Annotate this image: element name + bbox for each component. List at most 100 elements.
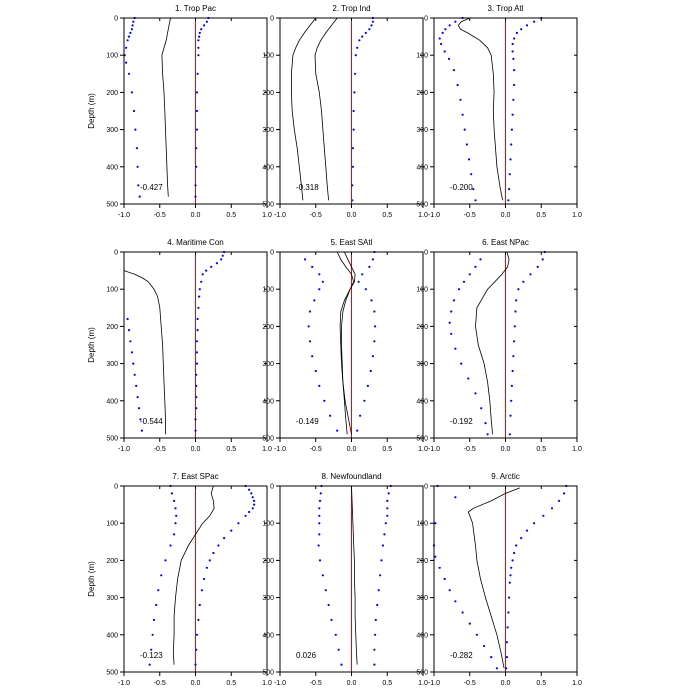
data-point [195, 128, 198, 131]
x-tick-label: 0.0 [347, 680, 357, 687]
data-point [132, 20, 135, 23]
data-point [324, 589, 327, 592]
data-point [513, 83, 516, 87]
data-point [336, 429, 339, 432]
data-point [223, 537, 226, 540]
data-point [321, 280, 324, 283]
data-point [452, 299, 456, 302]
data-point [195, 109, 198, 113]
data-point [318, 522, 321, 525]
data-point [152, 618, 156, 622]
data-point [352, 109, 355, 113]
series-points-2 [194, 250, 226, 432]
data-point [135, 147, 138, 150]
data-point [563, 492, 566, 495]
x-tick-label: 0.5 [382, 680, 392, 687]
data-point [480, 407, 483, 410]
data-point [196, 72, 199, 75]
data-point [133, 373, 136, 376]
data-point [205, 20, 208, 23]
data-point [525, 24, 529, 27]
data-point [356, 46, 359, 49]
panel-5: 5. East SAtl -1.0 -0.5 0.0 0.5 1.0 0 100 200 300 4… [262, 238, 428, 453]
data-point [323, 399, 326, 402]
data-point [511, 369, 514, 373]
x-tick-label: 0.5 [536, 680, 546, 687]
data-point [507, 611, 510, 614]
data-point [508, 581, 511, 584]
x-tick-label: 0.5 [536, 446, 546, 453]
data-point [195, 396, 198, 399]
data-point [371, 20, 374, 23]
data-point [513, 37, 516, 40]
data-point [318, 273, 321, 276]
data-point [438, 37, 441, 40]
data-point [381, 544, 385, 547]
series-points-3 [507, 16, 543, 202]
data-point [169, 544, 172, 547]
y-tick-label: 0 [424, 484, 428, 491]
data-point [155, 603, 158, 607]
data-point [369, 369, 372, 373]
data-point [550, 507, 554, 510]
data-point [511, 50, 514, 53]
y-tick-label: 300 [416, 127, 428, 134]
data-point [194, 429, 197, 432]
data-point [127, 329, 131, 332]
panel-title: 6. East NPac [482, 238, 529, 247]
y-tick-label: 100 [262, 287, 274, 294]
panel-4: 4. Maritime Con -1.0 -0.5 0.0 0.5 1.0 0 100 200 3… [87, 238, 272, 453]
data-point [210, 265, 213, 268]
x-tick-label: 0.5 [382, 212, 392, 219]
series-points-2 [317, 484, 343, 666]
data-point [558, 499, 561, 502]
y-tick-label: 100 [416, 53, 428, 60]
data-point [462, 280, 466, 283]
data-point [525, 529, 529, 532]
panel-value-label: -0.544 [140, 417, 163, 426]
data-point [307, 325, 310, 328]
data-point [529, 273, 532, 276]
data-point [364, 31, 367, 34]
data-point [205, 269, 208, 272]
x-tick-label: -0.5 [310, 680, 322, 687]
data-point [139, 418, 142, 421]
x-tick-label: 0.0 [501, 212, 511, 219]
data-point [208, 559, 211, 562]
y-tick-label: 200 [106, 90, 118, 97]
x-tick-label: -1.0 [118, 212, 130, 219]
series-line-2 [336, 251, 355, 435]
data-point [368, 28, 371, 31]
x-tick-label: -0.5 [154, 212, 166, 219]
data-point [510, 399, 513, 402]
data-point [460, 362, 463, 365]
data-point [220, 258, 223, 261]
data-point [125, 46, 128, 49]
data-point [386, 507, 389, 510]
data-point [508, 433, 511, 436]
data-point [475, 633, 478, 636]
y-tick-label: 200 [262, 558, 274, 565]
data-point [371, 355, 374, 358]
data-point [195, 340, 198, 343]
data-point [483, 644, 486, 648]
y-tick-label: 500 [416, 202, 428, 209]
data-point [195, 362, 198, 365]
data-point [454, 600, 457, 603]
panel-title: 1. Trop Pac [175, 4, 216, 13]
data-point [461, 113, 464, 116]
data-point [130, 351, 133, 354]
data-point [513, 325, 516, 328]
data-point [456, 83, 459, 87]
data-point [135, 384, 138, 387]
data-point [371, 258, 374, 261]
data-point [197, 306, 200, 309]
y-tick-label: 400 [106, 164, 118, 171]
data-point [440, 42, 443, 46]
y-tick-label: 0 [270, 16, 274, 23]
data-point [370, 24, 373, 27]
x-tick-label: -1.0 [428, 680, 440, 687]
x-tick-label: 0.5 [226, 446, 236, 453]
data-point [329, 414, 332, 417]
data-point [311, 265, 314, 268]
